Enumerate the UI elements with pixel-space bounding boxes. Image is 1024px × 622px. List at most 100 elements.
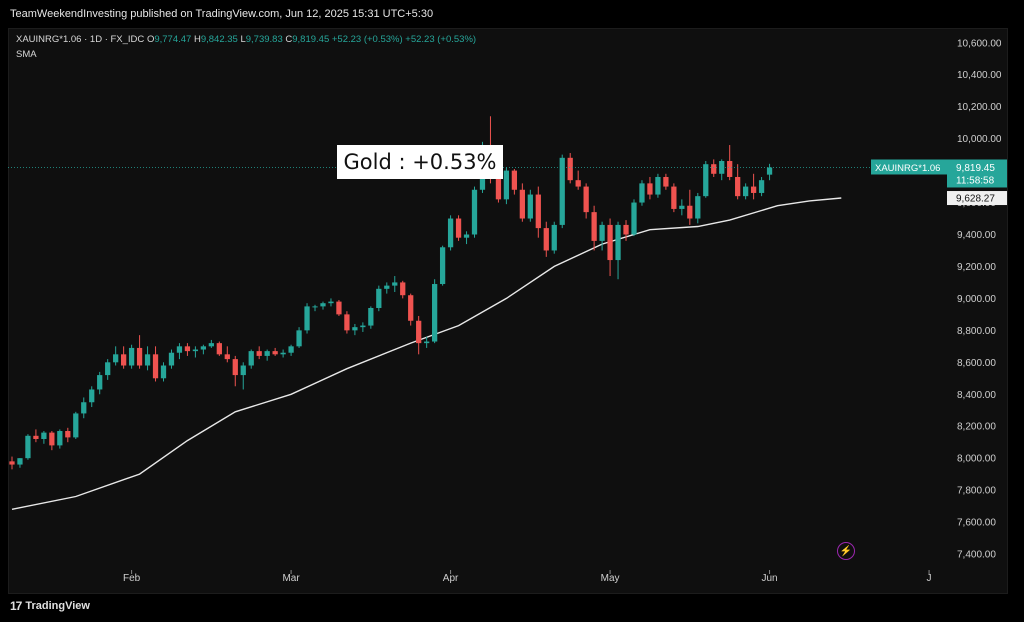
candle[interactable] <box>136 335 143 369</box>
candle[interactable] <box>471 186 478 238</box>
candle[interactable] <box>57 429 63 449</box>
candle[interactable] <box>695 192 701 224</box>
candle[interactable] <box>711 159 717 177</box>
candle[interactable] <box>743 183 749 200</box>
candle[interactable] <box>280 349 286 358</box>
candle[interactable] <box>17 458 23 468</box>
candle[interactable] <box>176 343 183 360</box>
candle[interactable] <box>256 346 262 360</box>
candle[interactable] <box>376 285 382 312</box>
lightning-icon[interactable]: ⚡ <box>837 542 855 560</box>
candle[interactable] <box>65 427 71 443</box>
annotation-box[interactable]: Gold : +0.53% <box>337 145 503 179</box>
candle[interactable] <box>663 173 669 190</box>
candle[interactable] <box>758 176 765 197</box>
candle[interactable] <box>33 429 39 443</box>
candle[interactable] <box>607 218 613 277</box>
candle[interactable] <box>41 431 47 444</box>
candle[interactable] <box>224 346 230 363</box>
candle[interactable] <box>615 221 621 280</box>
candle[interactable] <box>184 343 191 356</box>
candle[interactable] <box>424 336 430 348</box>
candle[interactable] <box>232 355 238 387</box>
candle[interactable] <box>312 304 318 312</box>
candle[interactable] <box>766 163 773 181</box>
candle[interactable] <box>128 344 135 369</box>
candle[interactable] <box>575 170 581 190</box>
candle[interactable] <box>591 205 597 251</box>
candle[interactable] <box>304 303 310 334</box>
candle[interactable] <box>120 346 127 369</box>
candle[interactable] <box>73 411 79 439</box>
candle[interactable] <box>519 183 525 222</box>
candle[interactable] <box>216 341 222 356</box>
chart-area[interactable] <box>8 28 1008 594</box>
candle[interactable] <box>439 245 446 286</box>
candle[interactable] <box>296 327 302 348</box>
candle[interactable] <box>447 215 454 251</box>
candle[interactable] <box>360 322 366 332</box>
candle[interactable] <box>49 431 55 451</box>
candle[interactable] <box>631 199 637 237</box>
candle[interactable] <box>703 161 709 198</box>
candle[interactable] <box>583 183 589 219</box>
candle[interactable] <box>368 306 374 329</box>
candle[interactable] <box>567 153 573 184</box>
candle[interactable] <box>623 220 629 241</box>
candle[interactable] <box>679 199 685 216</box>
candle[interactable] <box>144 346 151 371</box>
candle[interactable] <box>160 362 167 382</box>
candle[interactable] <box>511 168 518 195</box>
candle[interactable] <box>168 349 175 369</box>
candle[interactable] <box>89 386 95 408</box>
candle[interactable] <box>559 154 565 229</box>
candle[interactable] <box>655 173 661 198</box>
candle[interactable] <box>527 189 533 222</box>
candle[interactable] <box>687 189 693 225</box>
candle[interactable] <box>384 282 390 294</box>
candle[interactable] <box>727 145 733 181</box>
candle[interactable] <box>192 346 199 358</box>
candle[interactable] <box>647 176 653 200</box>
candle[interactable] <box>719 159 725 181</box>
candle[interactable] <box>503 167 510 205</box>
candle[interactable] <box>25 434 31 460</box>
candle[interactable] <box>344 311 350 334</box>
candle[interactable] <box>288 344 294 356</box>
candle[interactable] <box>671 183 677 213</box>
candle[interactable] <box>200 344 207 355</box>
candle[interactable] <box>240 362 246 390</box>
candle[interactable] <box>81 397 87 419</box>
candle[interactable] <box>320 301 326 310</box>
candle[interactable] <box>408 293 414 326</box>
candle[interactable] <box>599 221 605 251</box>
candle[interactable] <box>208 339 214 348</box>
symbol-legend[interactable]: XAUINRG*1.06 · 1D · FX_IDC O9,774.47 H9,… <box>16 34 476 45</box>
sma-indicator-label[interactable]: SMA <box>16 49 37 60</box>
candle[interactable] <box>248 349 254 369</box>
candle[interactable] <box>463 231 470 245</box>
candle[interactable] <box>152 346 159 382</box>
candle[interactable] <box>264 349 270 361</box>
candle[interactable] <box>416 315 422 355</box>
candle[interactable] <box>639 180 645 206</box>
candle[interactable] <box>9 456 15 470</box>
candle[interactable] <box>392 276 398 293</box>
candle[interactable] <box>455 215 462 241</box>
candle[interactable] <box>543 221 549 257</box>
candle[interactable] <box>750 173 757 200</box>
candle[interactable] <box>113 346 119 366</box>
candle[interactable] <box>328 298 334 307</box>
candle[interactable] <box>400 280 406 299</box>
candle[interactable] <box>432 279 438 344</box>
candle[interactable] <box>105 359 111 380</box>
candle[interactable] <box>352 323 358 336</box>
candle[interactable] <box>551 221 557 254</box>
candle[interactable] <box>735 164 741 200</box>
candle[interactable] <box>97 371 103 395</box>
candle[interactable] <box>336 300 342 316</box>
candle[interactable] <box>272 347 278 356</box>
tradingview-logo[interactable]: 17 TradingView <box>10 599 90 613</box>
candle[interactable] <box>535 186 541 238</box>
